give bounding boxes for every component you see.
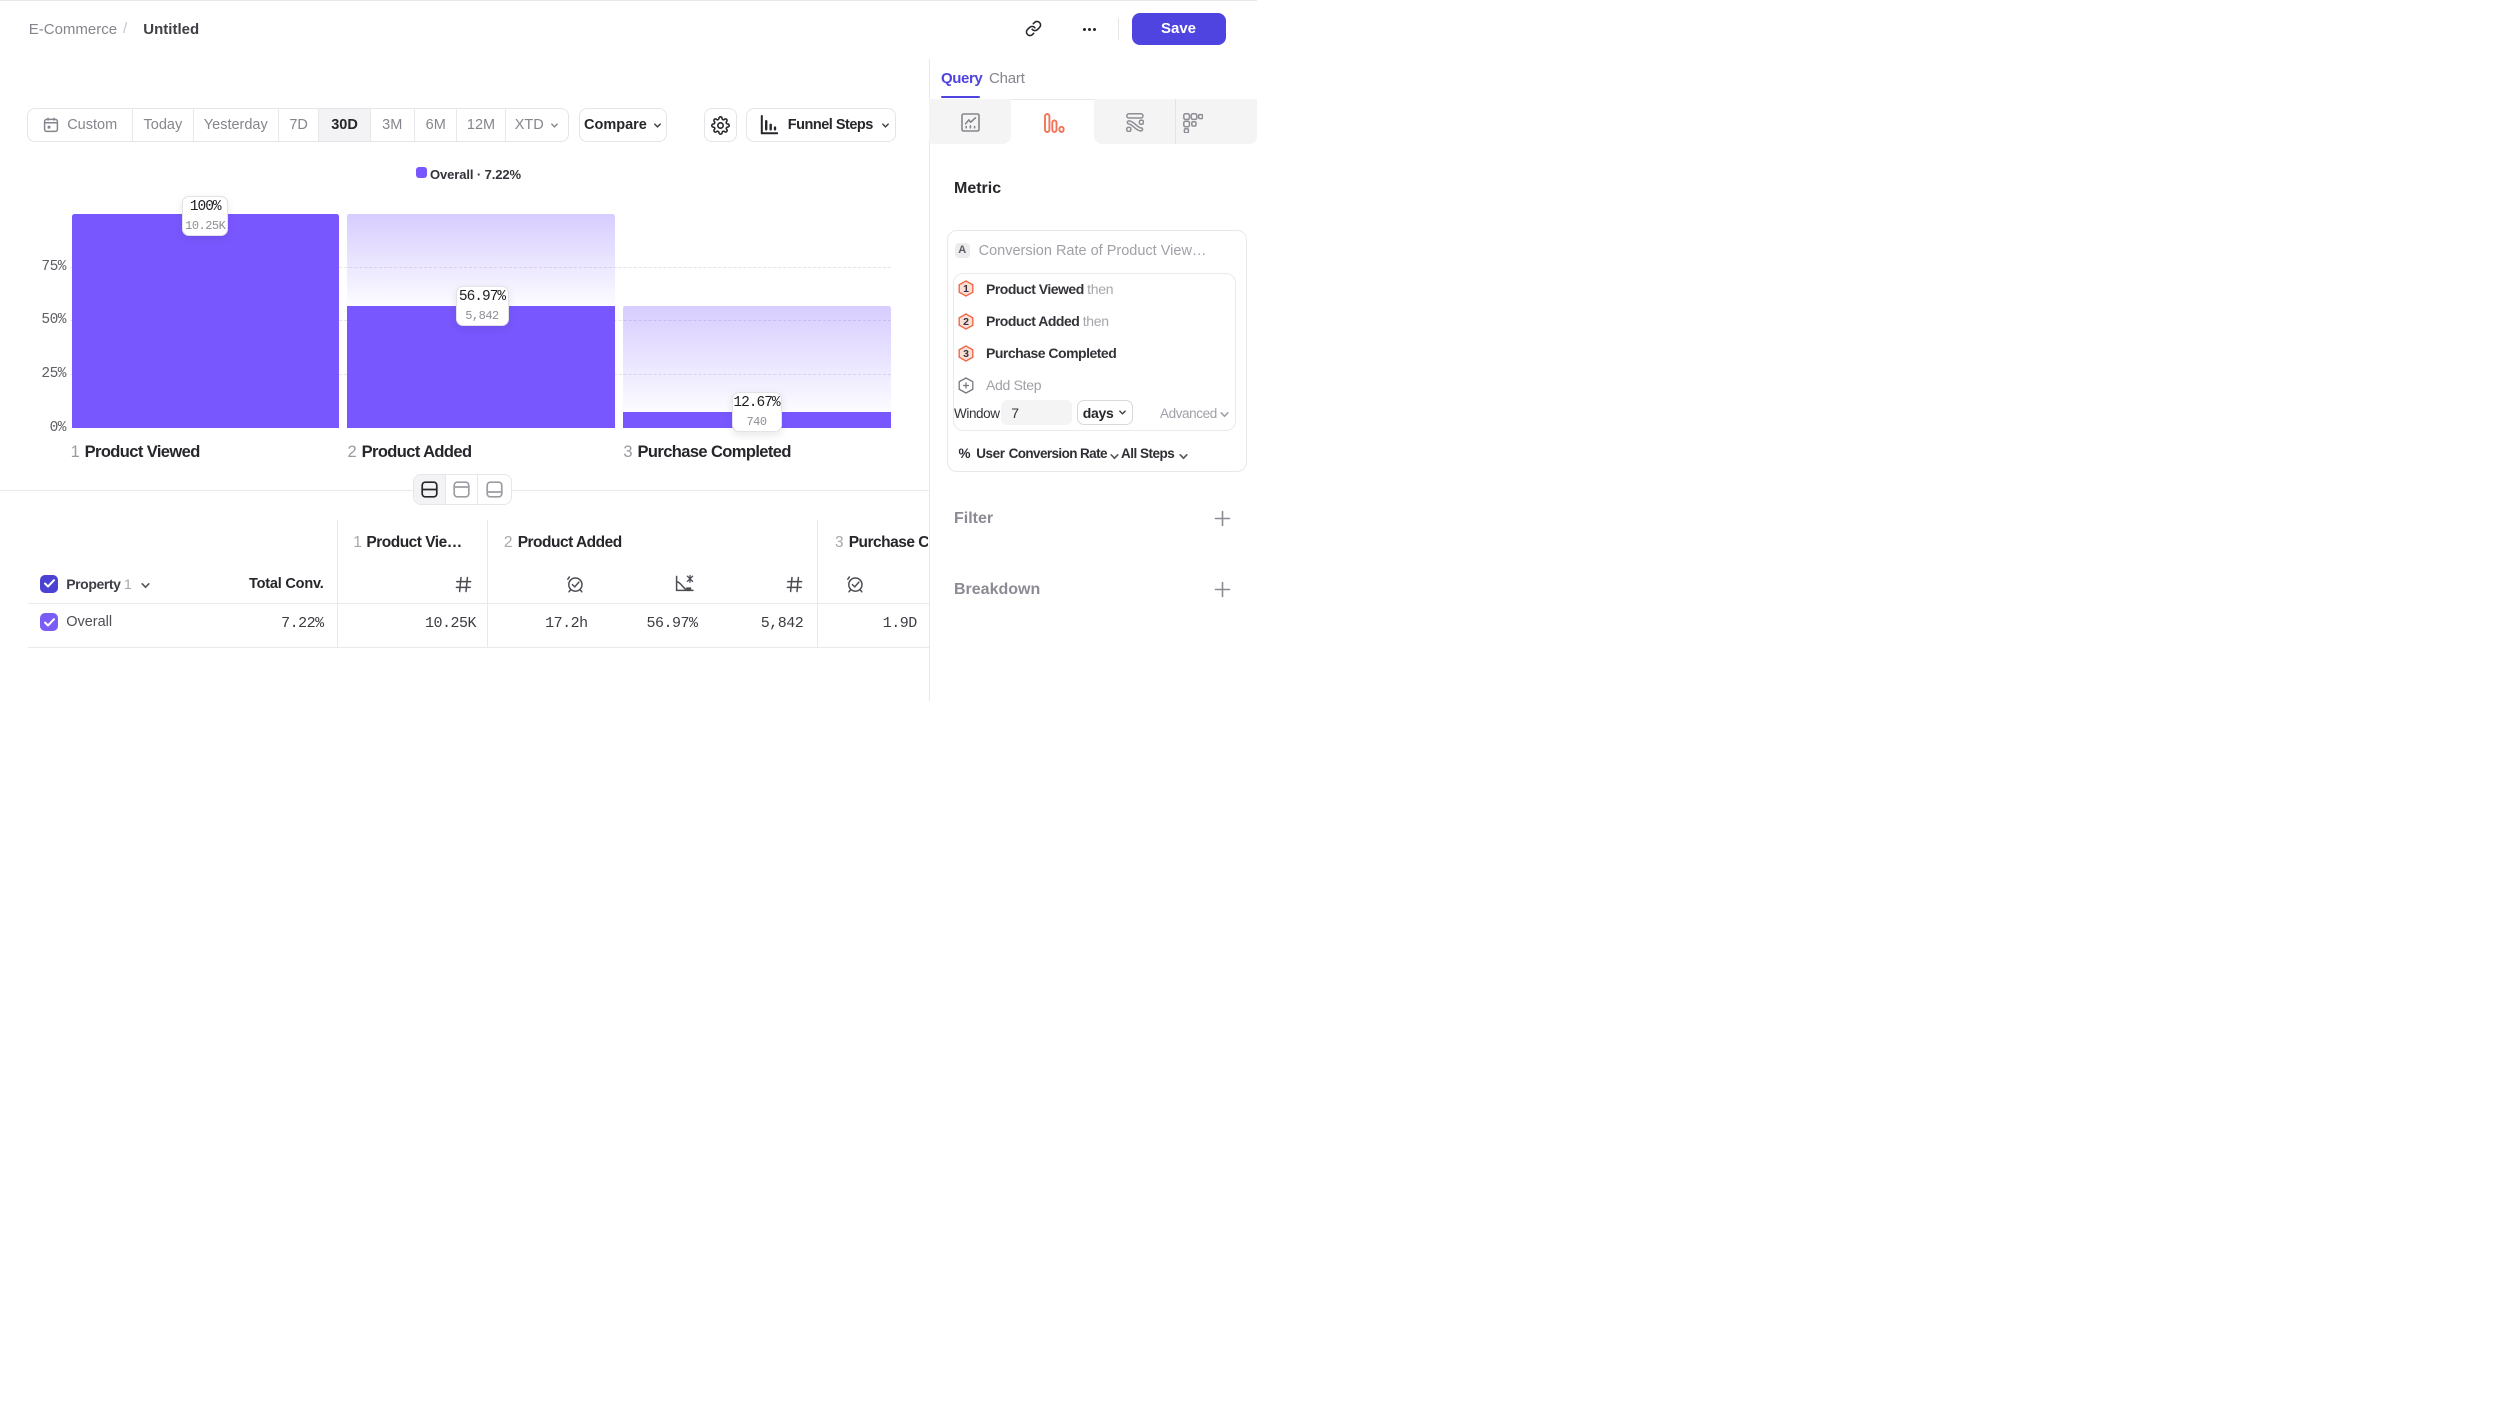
svg-text:2: 2: [963, 316, 969, 328]
svg-text:3: 3: [963, 348, 969, 360]
svg-text:1: 1: [963, 283, 969, 295]
